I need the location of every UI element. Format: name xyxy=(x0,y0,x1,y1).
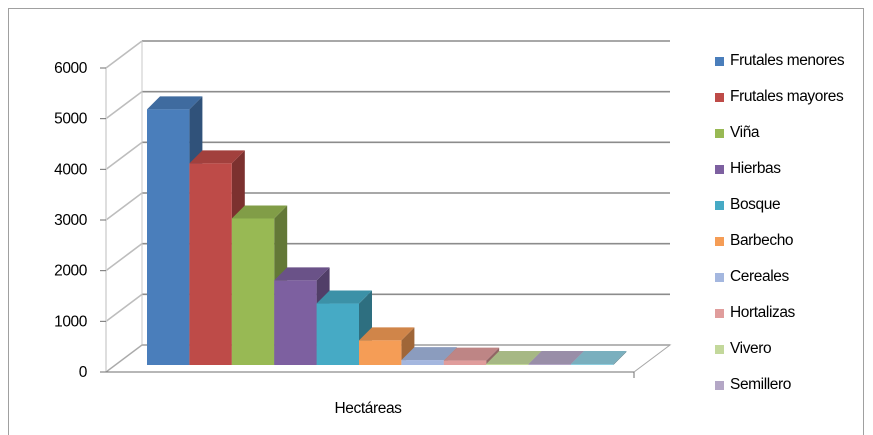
legend-label: Barbecho xyxy=(730,232,794,249)
bar-front xyxy=(316,303,359,365)
bar-side xyxy=(486,347,500,365)
legend-label: Vivero xyxy=(730,340,772,357)
bar-top xyxy=(486,351,542,364)
gridline-side xyxy=(105,141,143,170)
bar-front xyxy=(486,364,529,365)
legend-label: Hortalizas xyxy=(730,304,795,321)
gridline-side xyxy=(105,91,143,120)
bar-top xyxy=(147,96,203,110)
y-tick-label: 6000 xyxy=(54,60,88,77)
legend-label: Viña xyxy=(730,124,760,141)
legend-swatch xyxy=(715,237,724,246)
y-tick-label: 1000 xyxy=(54,313,88,330)
legend-label: Frutales menores xyxy=(730,52,845,69)
bar-top xyxy=(316,290,372,304)
legend-item: Cereales xyxy=(715,268,844,304)
bar-top xyxy=(359,327,415,341)
legend-label: Frutales mayores xyxy=(730,88,844,105)
legend-swatch xyxy=(715,165,724,174)
bar-front xyxy=(359,340,402,365)
bar-front xyxy=(401,360,444,365)
bar-top xyxy=(528,351,584,364)
bars xyxy=(147,96,627,365)
bar-side xyxy=(613,351,627,365)
y-axis: 0 1000 2000 3000 4000 5000 6000 xyxy=(54,60,106,381)
bar-top xyxy=(231,205,288,219)
gridline-side xyxy=(105,192,143,221)
bar xyxy=(443,347,500,365)
y-tick-label: 2000 xyxy=(54,263,88,280)
legend-label: Bosque xyxy=(730,196,781,213)
legend-item: Viña xyxy=(715,124,844,160)
bar-front xyxy=(189,163,232,365)
legend-swatch xyxy=(715,93,724,102)
legend-label: Semillero xyxy=(730,376,792,393)
bar-top xyxy=(571,351,627,364)
y-tick-label: 4000 xyxy=(54,161,88,178)
bar-top xyxy=(274,267,330,281)
legend: Frutales menores Frutales mayores Viña Hier… xyxy=(715,52,845,412)
legend-item: Barbecho xyxy=(715,232,844,268)
bar-top xyxy=(189,150,245,164)
legend-item: Bosque xyxy=(715,196,844,232)
bar xyxy=(359,327,415,365)
gridline-side xyxy=(105,40,143,69)
bar-front xyxy=(528,364,571,365)
bar xyxy=(571,351,627,365)
y-tick-label: 0 xyxy=(79,364,88,381)
legend-item: Hierbas xyxy=(715,160,844,196)
bar-side xyxy=(401,327,415,365)
legend-swatch xyxy=(715,273,724,282)
legend-item: Vivero xyxy=(715,340,844,376)
legend-swatch xyxy=(715,309,724,318)
legend-label: Hierbas xyxy=(730,160,781,177)
legend-swatch xyxy=(715,129,724,138)
legend-swatch xyxy=(715,201,724,210)
legend-label: Cereales xyxy=(730,268,789,285)
gridline-side xyxy=(105,293,143,322)
bar-front xyxy=(147,109,190,365)
bar-front xyxy=(571,364,614,365)
bar-top xyxy=(443,347,500,361)
bar xyxy=(231,205,288,365)
legend-item: Hortalizas xyxy=(715,304,844,340)
x-axis-label: Hectáreas xyxy=(334,400,402,417)
bar-front xyxy=(443,360,487,365)
legend-swatch xyxy=(715,57,724,66)
legend-swatch xyxy=(715,381,724,390)
bar-front xyxy=(274,280,317,365)
gridline-side xyxy=(105,243,143,272)
bar-front xyxy=(231,218,275,365)
legend-swatch xyxy=(715,345,724,354)
y-tick-label: 3000 xyxy=(54,212,88,229)
legend-item: Frutales mayores xyxy=(715,88,844,124)
chart-frame xyxy=(8,8,864,435)
y-tick-label: 5000 xyxy=(54,111,88,128)
legend-item: Semillero xyxy=(715,376,844,412)
bar-top xyxy=(401,347,457,361)
legend-item: Frutales menores xyxy=(715,52,845,88)
